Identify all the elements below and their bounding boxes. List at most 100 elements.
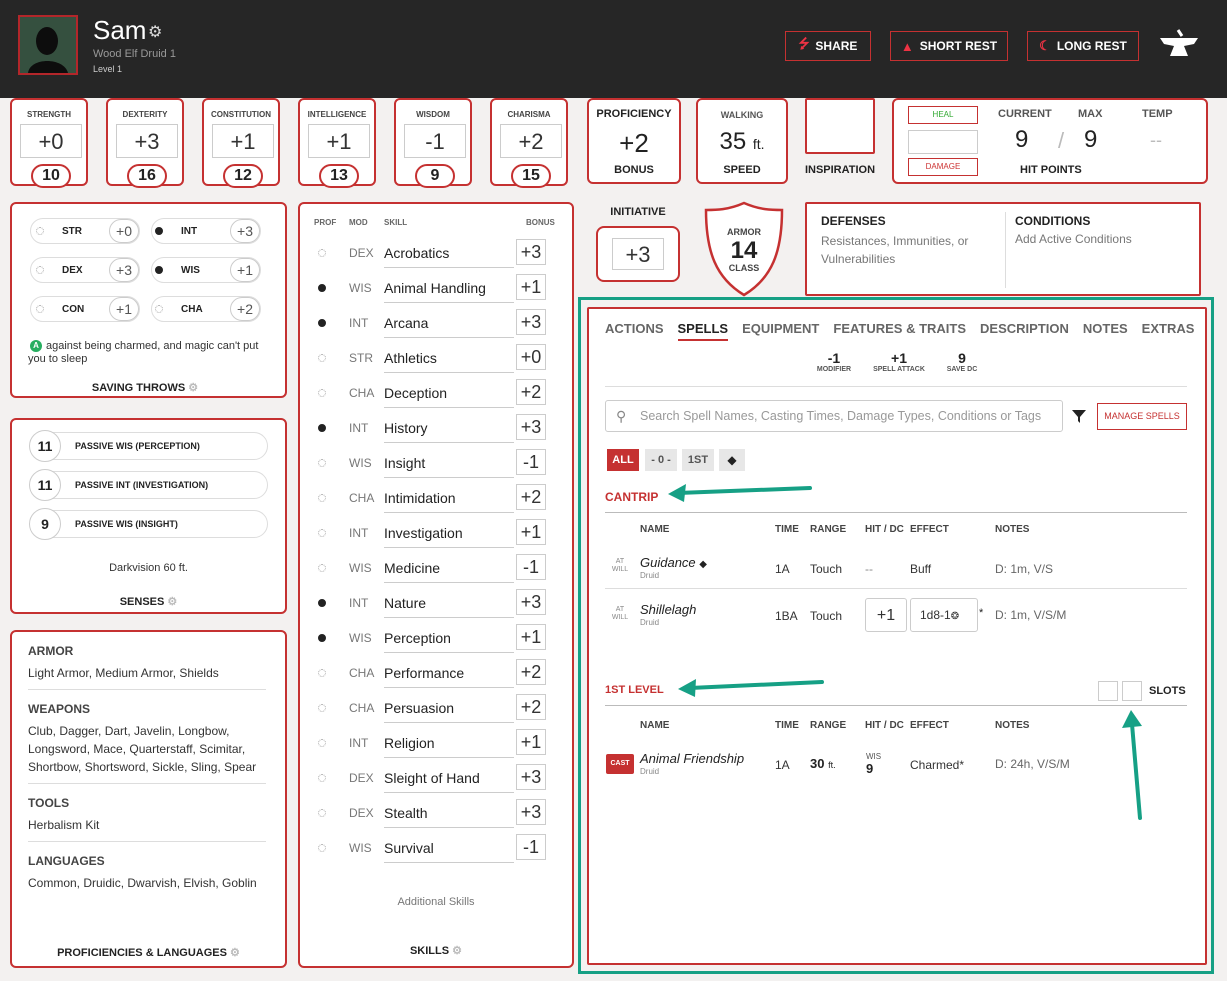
skill-row[interactable]: WIS Insight -1 (312, 446, 556, 481)
ability-intelligence[interactable]: INTELLIGENCE +1 13 (298, 98, 376, 188)
save-cha[interactable]: CHA +2 (151, 296, 261, 322)
highlight-frame (578, 297, 1214, 974)
skill-modifier: DEX (349, 771, 374, 785)
filter-icon[interactable] (1071, 408, 1087, 429)
heal-button[interactable]: HEAL (908, 106, 978, 124)
skill-row[interactable]: DEX Stealth +3 (312, 796, 556, 831)
skill-row[interactable]: INT Nature +3 (312, 586, 556, 621)
skill-name: Insight (384, 455, 426, 471)
save-wis[interactable]: WIS +1 (151, 257, 261, 283)
skill-row[interactable]: INT Arcana +3 (312, 306, 556, 341)
skill-bonus[interactable]: +3 (516, 309, 546, 335)
avatar[interactable] (18, 15, 78, 75)
skill-modifier: CHA (349, 386, 375, 400)
tab-spells[interactable]: SPELLS (677, 321, 729, 341)
save-note: against being charmed, and magic can't p… (28, 340, 259, 365)
skill-row[interactable]: CHA Deception +2 (312, 376, 556, 411)
skills-title: SKILLS ⚙ (409, 945, 463, 957)
ability-dexterity[interactable]: DEXTERITY +3 16 (106, 98, 184, 188)
ability-constitution[interactable]: CONSTITUTION +1 12 (202, 98, 280, 188)
inspiration-box[interactable] (805, 98, 875, 154)
tab-extras[interactable]: EXTRAS (1141, 321, 1195, 336)
skill-row[interactable]: INT Investigation +1 (312, 516, 556, 551)
tab-notes[interactable]: NOTES (1082, 321, 1128, 336)
skill-bonus[interactable]: +3 (516, 239, 546, 265)
ability-wisdom[interactable]: WISDOM -1 9 (394, 98, 472, 188)
skill-modifier: INT (349, 526, 369, 540)
skill-bonus[interactable]: -1 (516, 449, 546, 475)
proficiency-dot (318, 844, 326, 852)
skill-bonus[interactable]: +3 (516, 589, 546, 615)
skill-name: Nature (384, 595, 427, 611)
defenses-text[interactable]: Resistances, Immunities, or Vulnerabilit… (821, 234, 969, 266)
save-int[interactable]: INT +3 (151, 218, 261, 244)
skill-bonus[interactable]: +3 (516, 764, 546, 790)
skill-bonus[interactable]: +1 (516, 519, 546, 545)
spell-name: Shillelagh (640, 602, 697, 617)
tab-actions[interactable]: ACTIONS (605, 321, 664, 336)
filter-all[interactable]: ALL (607, 449, 639, 471)
tab-features[interactable]: FEATURES & TRAITS (833, 321, 967, 336)
skill-bonus[interactable]: -1 (516, 834, 546, 860)
long-rest-button[interactable]: ☾ LONG REST (1027, 31, 1139, 61)
skill-bonus[interactable]: +1 (516, 274, 546, 300)
spell-slot-checkbox[interactable] (1098, 681, 1118, 701)
spell-attack-button[interactable]: +1 (865, 598, 907, 632)
save-con[interactable]: CON +1 (30, 296, 140, 322)
skill-bonus[interactable]: +2 (516, 694, 546, 720)
skill-row[interactable]: CHA Persuasion +2 (312, 691, 556, 726)
proficiency-dot (318, 564, 326, 572)
hp-amount-input[interactable] (908, 130, 978, 154)
proficiency-dot (318, 704, 326, 712)
skill-bonus[interactable]: +1 (516, 729, 546, 755)
ability-strength[interactable]: STRENGTH +0 10 (10, 98, 88, 188)
share-button[interactable]: ⭍ SHARE (785, 31, 871, 61)
skill-row[interactable]: STR Athletics +0 (312, 341, 556, 376)
skill-row[interactable]: INT Religion +1 (312, 726, 556, 761)
save-str[interactable]: STR +0 (30, 218, 140, 244)
share-icon: ⭍ (798, 36, 810, 51)
damage-roll-button[interactable]: 1d8-1❂ (910, 598, 978, 632)
skill-bonus[interactable]: +2 (516, 379, 546, 405)
spell-slot-checkbox[interactable] (1122, 681, 1142, 701)
skill-bonus[interactable]: -1 (516, 554, 546, 580)
spell-search-input[interactable]: ⚲ Search Spell Names, Casting Times, Dam… (605, 400, 1063, 432)
skill-bonus[interactable]: +0 (516, 344, 546, 370)
skill-bonus[interactable]: +3 (516, 799, 546, 825)
armor-class-value: 14 (730, 237, 758, 264)
skill-row[interactable]: WIS Medicine -1 (312, 551, 556, 586)
hp-temp[interactable]: -- (1150, 130, 1162, 150)
skill-bonus[interactable]: +3 (516, 414, 546, 440)
tab-equipment[interactable]: EQUIPMENT (742, 321, 820, 336)
skill-bonus[interactable]: +2 (516, 484, 546, 510)
gear-icon[interactable]: ⚙ (148, 24, 163, 41)
proficiency-dot (318, 494, 326, 502)
ability-charisma[interactable]: CHARISMA +2 15 (490, 98, 568, 188)
manage-spells-button[interactable]: MANAGE SPELLS (1097, 403, 1187, 430)
initiative-box[interactable]: +3 (596, 226, 680, 282)
save-dex[interactable]: DEX +3 (30, 257, 140, 283)
skill-bonus[interactable]: +1 (516, 624, 546, 650)
skill-row[interactable]: WIS Perception +1 (312, 621, 556, 656)
skill-row[interactable]: WIS Survival -1 (312, 831, 556, 866)
skill-row[interactable]: CHA Performance +2 (312, 656, 556, 691)
conditions-text[interactable]: Add Active Conditions (1015, 232, 1132, 246)
skill-row[interactable]: DEX Sleight of Hand +3 (312, 761, 556, 796)
damage-button[interactable]: DAMAGE (908, 158, 978, 176)
skill-bonus[interactable]: +2 (516, 659, 546, 685)
filter-ritual-icon[interactable]: ◆ (719, 449, 745, 471)
skill-row[interactable]: DEX Acrobatics +3 (312, 236, 556, 271)
skill-row[interactable]: INT History +3 (312, 411, 556, 446)
cast-button[interactable]: CAST (606, 754, 634, 774)
additional-skills-link[interactable]: Additional Skills (397, 896, 475, 908)
anvil-logo-icon[interactable] (1158, 28, 1200, 67)
filter-1st[interactable]: 1ST (682, 449, 714, 471)
skill-row[interactable]: CHA Intimidation +2 (312, 481, 556, 516)
spell-name: Animal Friendship (640, 751, 745, 766)
tab-description[interactable]: DESCRIPTION (980, 321, 1069, 336)
skill-name: Intimidation (384, 490, 456, 506)
skill-row[interactable]: WIS Animal Handling +1 (312, 271, 556, 306)
short-rest-button[interactable]: ▲ SHORT REST (890, 31, 1008, 61)
skill-modifier: DEX (349, 246, 374, 260)
filter-cantrip[interactable]: - 0 - (645, 449, 677, 471)
